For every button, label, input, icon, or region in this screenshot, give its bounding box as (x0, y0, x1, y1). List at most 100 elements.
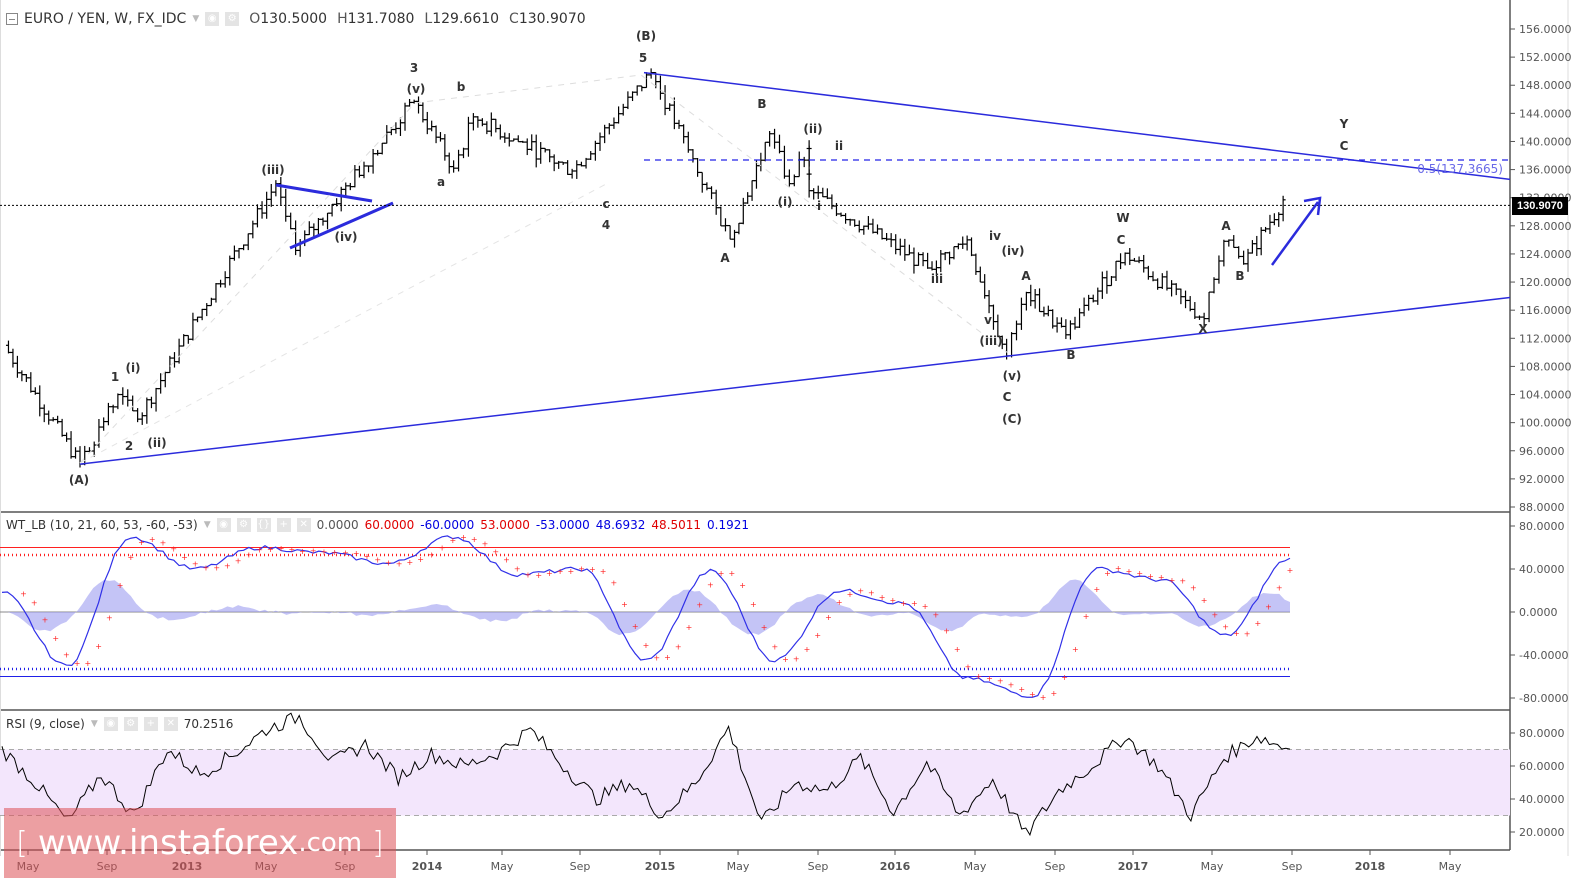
caret-down-icon[interactable]: ▼ (90, 719, 98, 729)
y-tick-label: 20.0000 (1519, 826, 1565, 839)
svg-text:+: + (417, 555, 424, 564)
svg-text:+: + (1233, 629, 1240, 638)
svg-text:+: + (63, 651, 70, 660)
svg-text:+: + (954, 645, 961, 654)
y-tick-label: 80.0000 (1519, 520, 1565, 533)
svg-text:+: + (428, 550, 435, 559)
svg-text:+: + (385, 559, 392, 568)
svg-text:+: + (52, 634, 59, 643)
triangle-upper-line (275, 183, 373, 203)
plus-icon[interactable]: + (276, 518, 291, 532)
wave-label: (B) (636, 29, 656, 43)
svg-text:+: + (106, 613, 113, 622)
zigzag-guide (79, 74, 1009, 464)
svg-text:+: + (975, 672, 982, 681)
svg-text:+: + (814, 631, 821, 640)
wave-label: (ii) (803, 122, 822, 136)
wt-title[interactable]: WT_LB (10, 21, 60, 53, -60, -53) (6, 518, 198, 532)
wave-label: (v) (1003, 369, 1022, 383)
close-icon[interactable]: ✕ (296, 518, 311, 532)
wave-label: (v) (407, 82, 426, 96)
svg-text:+: + (1158, 573, 1165, 582)
x-tick-label: Sep (1045, 860, 1066, 873)
rsi-title[interactable]: RSI (9, close) (6, 717, 85, 731)
svg-text:+: + (1179, 576, 1186, 585)
gear-icon[interactable]: ⚙ (236, 518, 251, 532)
svg-text:+: + (610, 579, 617, 588)
y-tick-label: -80.0000 (1519, 692, 1568, 705)
wt-value-1: 60.0000 (364, 518, 415, 532)
gear-icon[interactable]: ⚙ (123, 717, 138, 731)
y-tick-label: 104.0000 (1519, 389, 1572, 402)
caret-down-icon[interactable]: ▼ (192, 14, 200, 24)
svg-text:+: + (546, 569, 553, 578)
wave-label: 1 (111, 370, 119, 384)
wt-value-4: -53.0000 (535, 518, 590, 532)
x-tick-label: May (1201, 860, 1224, 873)
svg-text:+: + (439, 543, 446, 552)
svg-text:+: + (1115, 564, 1122, 573)
wave-label: (C) (1002, 412, 1022, 426)
symbol-title[interactable]: EURO / YEN, W, FX_IDC (24, 11, 187, 27)
svg-text:+: + (782, 655, 789, 664)
eye-icon[interactable]: ◉ (103, 717, 118, 731)
main-legend: EURO / YEN, W, FX_IDC ▼ ◉ ⚙ O130.5000 H1… (6, 11, 586, 27)
svg-text:+: + (932, 611, 939, 620)
y-tick-label: 100.0000 (1519, 417, 1572, 430)
svg-text:+: + (600, 567, 607, 576)
svg-text:+: + (1104, 569, 1111, 578)
wave-label: 4 (602, 218, 610, 232)
svg-text:+: + (278, 544, 285, 553)
wave-labels: (A) 1 (i) 2 (ii) (iii) (iv) 3 (v) b a c 4 (B) 5 A B (ii) i… (69, 29, 1349, 487)
svg-text:+: + (288, 545, 295, 554)
x-tick-label: 2015 (645, 860, 676, 873)
svg-text:+: + (578, 565, 585, 574)
svg-text:+: + (696, 601, 703, 610)
svg-text:+: + (170, 545, 177, 554)
last-price-tag: 130.9070 (1512, 197, 1568, 215)
svg-text:+: + (557, 567, 564, 576)
eye-icon[interactable]: ◉ (205, 12, 220, 26)
svg-text:+: + (911, 599, 918, 608)
eye-icon[interactable]: ◉ (216, 518, 231, 532)
svg-text:+: + (1008, 680, 1015, 689)
x-tick-label: 2014 (412, 860, 443, 873)
svg-text:+: + (1254, 619, 1261, 628)
minus-box-icon[interactable] (6, 13, 18, 25)
svg-text:+: + (342, 549, 349, 558)
y-tick-label: 80.0000 (1519, 727, 1565, 740)
close-icon[interactable]: ✕ (163, 717, 178, 731)
wt2-dotted-line: + + + + + + + + + + + + + + + + + + + + + + + + + + + + + + + + + + + + + + + +… (20, 533, 1293, 702)
ohlc-high: H131.7080 (337, 11, 415, 27)
wt-value-5: 48.6932 (595, 518, 646, 532)
svg-text:+: + (836, 598, 843, 607)
wave-label: B (1066, 348, 1075, 362)
svg-text:+: + (890, 596, 897, 605)
braces-icon[interactable]: {} (256, 518, 271, 532)
x-tick-label: May (727, 860, 750, 873)
rsi-value: 70.2516 (183, 717, 234, 731)
plus-icon[interactable]: + (143, 717, 158, 731)
caret-down-icon[interactable]: ▼ (203, 520, 211, 530)
projection-arrow (1270, 201, 1320, 266)
svg-text:+: + (203, 563, 210, 572)
wave-label: B (1235, 269, 1244, 283)
wave-label: iv (989, 229, 1001, 243)
svg-text:+: + (1169, 576, 1176, 585)
svg-text:+: + (74, 659, 81, 668)
svg-text:+: + (42, 616, 49, 625)
y-tick-label: 88.0000 (1519, 501, 1565, 514)
svg-text:+: + (181, 553, 188, 562)
svg-text:+: + (1287, 566, 1294, 575)
svg-text:+: + (1212, 611, 1219, 620)
y-tick-label: 112.0000 (1519, 332, 1572, 345)
svg-text:+: + (235, 556, 242, 565)
wave-label: (A) (69, 473, 89, 487)
wave-label: A (1021, 269, 1031, 283)
fib-level-label: 0.5(137.3665) (1417, 162, 1503, 176)
svg-text:+: + (771, 642, 778, 651)
gear-icon[interactable]: ⚙ (225, 12, 240, 26)
watermark-open-bracket: [ (16, 825, 28, 861)
svg-text:+: + (321, 548, 328, 557)
